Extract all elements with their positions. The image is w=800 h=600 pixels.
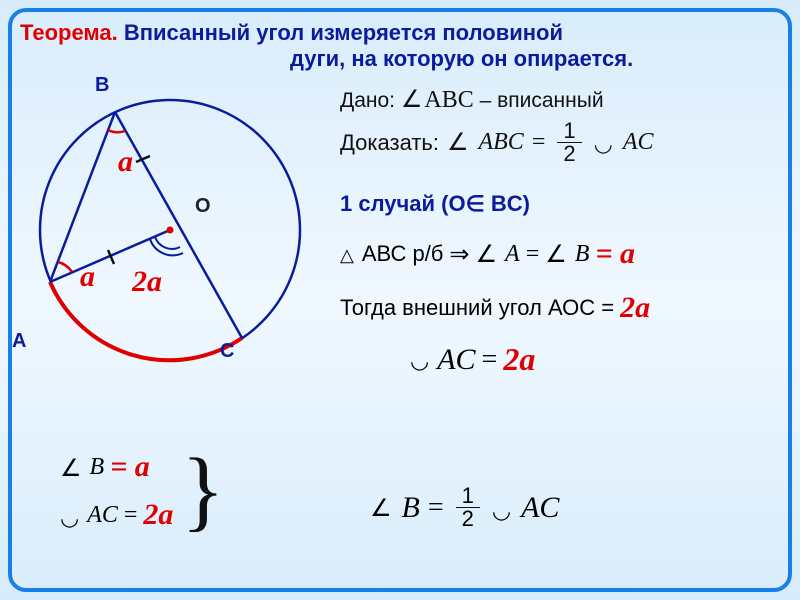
right-column: Дано: ABC – вписанный Доказать: ABC = 1 … bbox=[340, 85, 780, 378]
triangle-icon bbox=[340, 241, 356, 267]
prove-prefix: Доказать: bbox=[340, 130, 439, 156]
given-angle: ABC bbox=[424, 87, 473, 113]
in-icon bbox=[466, 191, 485, 216]
point-label-a: A bbox=[12, 330, 26, 353]
theorem-text-1: Вписанный угол измеряется половиной bbox=[118, 20, 563, 45]
bl-arc-ac: AC bbox=[87, 502, 118, 529]
br-arc-ac: AC bbox=[521, 491, 559, 525]
angle-b-arc bbox=[108, 130, 125, 132]
point-label-c: C bbox=[220, 340, 234, 363]
angle-aoc-arc1 bbox=[155, 237, 180, 249]
step1-tri: АВС р/б bbox=[362, 241, 444, 267]
theorem-label: Теорема. bbox=[20, 20, 118, 45]
title-line-2: дуги, на которую он опирается. bbox=[20, 46, 780, 72]
frac-num: 1 bbox=[456, 485, 480, 508]
arc-icon bbox=[594, 129, 615, 157]
arc-eq-line: AC = 2a bbox=[410, 341, 780, 378]
line-ba bbox=[50, 112, 115, 282]
case1-prefix: 1 случай (O bbox=[340, 191, 466, 216]
br-angle-b: B bbox=[402, 491, 420, 525]
content-area: Теорема. Вписанный угол измеряется полов… bbox=[20, 20, 780, 580]
line-bc bbox=[115, 112, 242, 338]
arc-icon bbox=[410, 346, 431, 374]
diagram-svg bbox=[20, 90, 320, 390]
circle-diagram: B A C O a a 2a bbox=[20, 90, 320, 390]
given-line: Дано: ABC – вписанный bbox=[340, 85, 780, 114]
bl-val2: 2a bbox=[143, 498, 173, 532]
case-1-line: 1 случай (O BC) bbox=[340, 191, 780, 217]
angle-icon bbox=[545, 240, 569, 269]
implies-icon bbox=[449, 240, 469, 269]
bottom-right-result: B = 1 2 AC bbox=[370, 485, 559, 530]
prove-rhs: AC bbox=[623, 129, 654, 156]
curly-brace-icon: } bbox=[181, 456, 224, 526]
bottom-left-brace: B = a AC = 2a } bbox=[60, 450, 225, 532]
step2-text: Тогда внешний угол АОС = bbox=[340, 295, 614, 321]
brace-stack: B = a AC = 2a bbox=[60, 450, 173, 532]
br-eq: = bbox=[428, 492, 444, 524]
frac-den: 2 bbox=[557, 143, 581, 165]
bl-angle-b: B bbox=[90, 454, 105, 481]
step1-eq: = bbox=[526, 241, 540, 268]
title-line-1: Теорема. Вписанный угол измеряется полов… bbox=[20, 20, 780, 46]
prove-lhs: ABC bbox=[478, 129, 523, 156]
arc-val: 2a bbox=[503, 341, 535, 378]
prove-line: Доказать: ABC = 1 2 AC bbox=[340, 120, 780, 165]
frac-num: 1 bbox=[557, 120, 581, 143]
angle-icon bbox=[447, 128, 471, 157]
step1-a: A bbox=[505, 241, 520, 268]
given-suffix: – вписанный bbox=[480, 89, 604, 112]
step2-val: 2a bbox=[620, 291, 650, 325]
step1-alpha: = a bbox=[595, 237, 635, 271]
given-prefix: Дано: bbox=[340, 89, 401, 112]
point-label-o: O bbox=[195, 195, 211, 218]
angle-icon bbox=[370, 492, 394, 523]
step1-b: B bbox=[575, 241, 590, 268]
case1-suffix: BC) bbox=[485, 191, 530, 216]
arc-ac-text: AC bbox=[437, 343, 475, 377]
angle-alpha-a: a bbox=[80, 260, 95, 294]
angle-icon bbox=[60, 452, 84, 483]
fraction-half: 1 2 bbox=[456, 485, 480, 530]
fraction-half: 1 2 bbox=[557, 120, 581, 165]
bl-eq2: = bbox=[124, 502, 138, 529]
frac-den: 2 bbox=[456, 508, 480, 530]
angle-2alpha: 2a bbox=[132, 265, 162, 299]
arc-icon bbox=[492, 492, 513, 524]
point-label-b: B bbox=[95, 74, 109, 97]
angle-icon bbox=[476, 240, 500, 269]
step-1: АВС р/б A = B = a bbox=[340, 237, 780, 271]
center-dot bbox=[167, 227, 174, 234]
angle-a-arc bbox=[58, 262, 72, 272]
angle-icon bbox=[401, 89, 425, 112]
bl-val1: = a bbox=[110, 450, 150, 484]
step-2: Тогда внешний угол АОС = 2a bbox=[340, 291, 780, 325]
prove-eq: = bbox=[532, 129, 546, 156]
angle-alpha-b: a bbox=[118, 145, 133, 179]
brace-line-1: B = a bbox=[60, 450, 173, 484]
arc-eq: = bbox=[482, 344, 498, 376]
brace-line-2: AC = 2a bbox=[60, 498, 173, 532]
arc-icon bbox=[60, 499, 81, 531]
